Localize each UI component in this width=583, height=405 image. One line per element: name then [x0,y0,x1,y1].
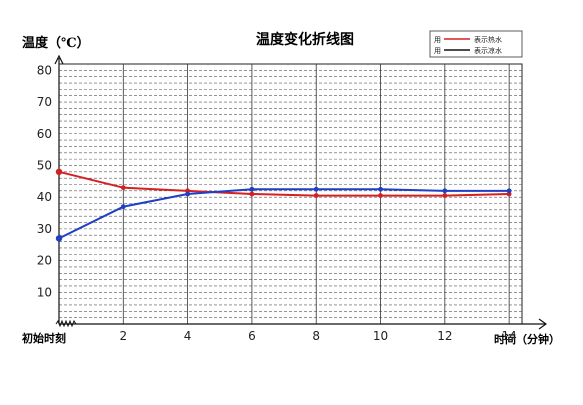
y-tick-label: 40 [37,190,52,204]
data-point-cold [185,191,191,197]
x-tick-label: 14 [501,329,516,343]
axes [54,54,548,330]
x-axis-arrow-icon [538,318,548,330]
legend-item-hot: 用 表示热水 [434,35,502,44]
y-tick-label: 60 [37,127,52,141]
x-tick-labels: 2 4 6 8 10 12 14 [119,329,516,343]
data-point-hot [249,191,255,197]
series-line-cold [58,188,511,240]
y-axis-arrow-icon [54,54,64,65]
x-start-label: 初始时刻 [22,331,66,345]
data-point-hot [442,193,448,198]
x-axis-label: 时间（分钟） [494,332,560,346]
x-tick-label: 2 [119,329,127,343]
x-tick-label: 4 [184,329,192,343]
y-tick-label: 50 [37,158,52,172]
y-tick-label: 20 [37,254,52,268]
data-point-hot [120,185,126,191]
y-tick-label: 70 [37,95,52,109]
data-point-cold [506,188,512,194]
x-tick-label: 10 [373,329,388,343]
data-point-hot [313,193,319,198]
data-point-cold [249,186,255,192]
data-point-hot [55,168,63,176]
legend-box [429,30,523,58]
legend: 用 表示热水 用 表示凉水 [429,30,523,58]
data-point-cold [55,235,63,242]
series-line-hot [58,170,511,197]
data-point-cold [120,204,126,210]
legend-label-cold: 表示凉水 [474,46,502,55]
legend-prefix-hot: 用 [434,36,441,44]
y-tick-label: 30 [37,222,52,236]
y-tick-label: 10 [37,285,52,299]
legend-label-hot: 表示热水 [474,35,502,44]
data-point-hot [378,193,383,198]
series-lines [55,168,512,242]
y-axis-label: 温度（℃） [22,35,90,51]
data-point-cold [442,188,448,194]
data-point-cold [313,186,319,192]
y-tick-labels: 10 20 30 40 50 60 70 80 [37,63,52,299]
data-point-cold [378,186,383,192]
axis-break-icon [55,319,77,328]
x-tick-label: 6 [248,329,256,343]
y-tick-label: 80 [37,63,52,77]
chart-title: 温度变化折线图 [256,31,354,48]
x-tick-label: 8 [312,329,320,343]
legend-item-cold: 用 表示凉水 [434,46,502,55]
x-tick-label: 12 [437,329,452,343]
legend-prefix-cold: 用 [434,47,441,55]
